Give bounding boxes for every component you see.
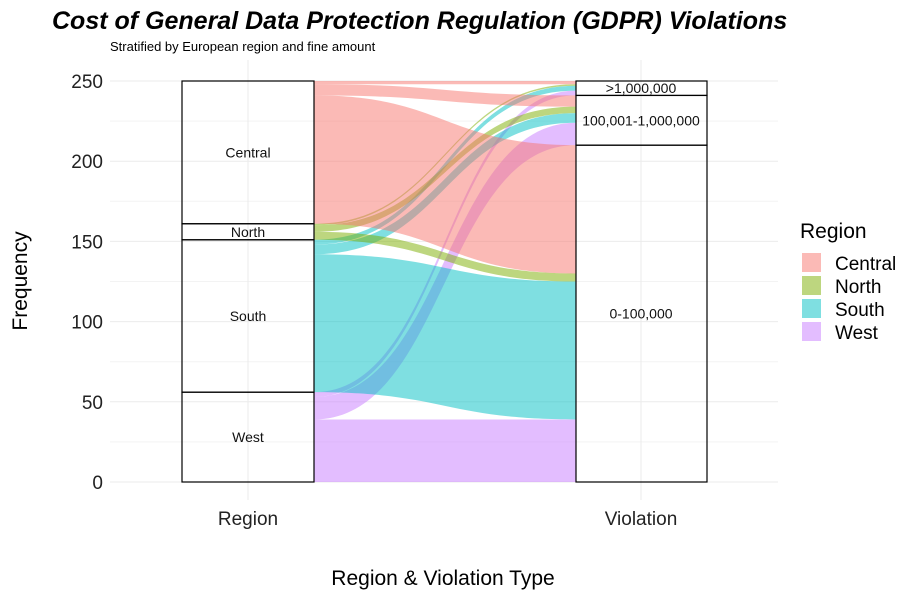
stratum-label-1-000-000: >1,000,000	[606, 80, 677, 96]
stratum-label-north: North	[231, 224, 265, 240]
stratum-region-central	[181, 80, 315, 225]
y-tick-label: 200	[71, 152, 103, 173]
chart-title: Cost of General Data Protection Regulati…	[52, 7, 787, 35]
legend-label-north: North	[835, 277, 881, 298]
stratum-violation-1-000-000	[575, 80, 708, 97]
y-tick-label: 100	[71, 313, 103, 334]
legend-label-south: South	[835, 300, 885, 321]
legend-swatch-north	[802, 276, 821, 295]
x-tick-label: Violation	[605, 509, 678, 530]
stratum-label-0-100-000: 0-100,000	[609, 306, 672, 322]
flow-west-to-0-100-000	[314, 419, 576, 482]
stratum-label-south: South	[230, 308, 267, 324]
flow-south-to-0-100-000	[314, 254, 576, 420]
y-tick-label: 0	[92, 473, 103, 494]
chart-subtitle: Stratified by European region and fine a…	[110, 39, 376, 54]
strata-boxes: West South North Central 0-100,000 100,001-1,…	[181, 80, 708, 483]
legend-swatch-central	[802, 253, 821, 272]
x-axis-ticks: Region Violation	[218, 509, 677, 530]
legend-swatch-south	[802, 299, 821, 318]
y-axis-title: Frequency	[9, 231, 32, 331]
flow-central-to-100-001-1-000-000	[314, 84, 576, 107]
y-tick-label: 150	[71, 232, 103, 253]
flow-central-to-0-100-000	[314, 95, 576, 274]
legend-title: Region	[800, 220, 867, 243]
flow-north-to-0-100-000	[314, 231, 576, 282]
stratum-label-100-001-1-000-000: 100,001-1,000,000	[582, 112, 700, 128]
stratum-label-central: Central	[225, 144, 270, 160]
flow-central-to-1-000-000	[314, 81, 576, 85]
flow-ribbons	[314, 81, 576, 482]
x-axis-title: Region & Violation Type	[331, 567, 554, 590]
y-tick-label: 250	[71, 72, 103, 93]
legend-label-central: Central	[835, 254, 896, 275]
y-axis-ticks: 0 50 100 150 200 250	[71, 72, 103, 494]
legend-swatch-west	[802, 322, 821, 341]
legend-label-west: West	[835, 323, 879, 344]
y-tick-label: 50	[82, 393, 103, 414]
stratum-label-west: West	[232, 429, 264, 445]
x-tick-label: Region	[218, 509, 278, 530]
